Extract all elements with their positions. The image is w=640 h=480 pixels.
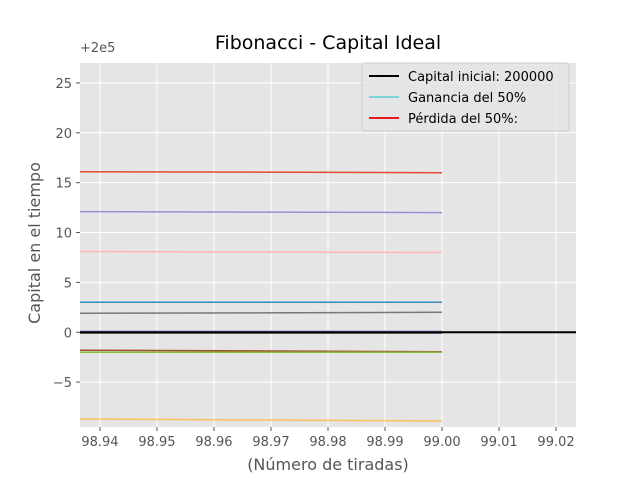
x-tick-label: 98.94 bbox=[81, 435, 118, 450]
legend-label-perdida: Pérdida del 50%: bbox=[408, 112, 518, 127]
y-tick-label: 0 bbox=[64, 326, 72, 341]
x-tick-label: 99.02 bbox=[537, 435, 574, 450]
series-group bbox=[79, 170, 576, 422]
y-tick-label: 5 bbox=[64, 276, 72, 291]
x-tick-label: 98.95 bbox=[138, 435, 175, 450]
y-tick-label: 10 bbox=[55, 227, 72, 242]
y-tick-label: −5 bbox=[53, 376, 72, 391]
x-tick-label: 98.98 bbox=[309, 435, 346, 450]
ticks: 98.94 98.95 98.96 98.97 98.98 98.99 99.00 99.01… bbox=[53, 77, 575, 450]
series-line-2 bbox=[79, 250, 443, 254]
x-tick-label: 99.00 bbox=[423, 435, 460, 450]
legend-label-ganancia: Ganancia del 50% bbox=[408, 91, 526, 106]
y-axis-label: Capital en el tiempo bbox=[25, 162, 44, 324]
legend-label-capital-inicial: Capital inicial: 200000 bbox=[408, 70, 554, 85]
y-tick-label: 15 bbox=[55, 177, 72, 192]
series-line-4 bbox=[79, 311, 443, 315]
x-axis-label: (Número de tiradas) bbox=[247, 455, 409, 474]
y-offset-label: +2e5 bbox=[80, 41, 115, 56]
series-line-0 bbox=[79, 170, 443, 174]
legend: Capital inicial: 200000 Ganancia del 50%… bbox=[361, 62, 570, 132]
series-line-9 bbox=[79, 418, 443, 422]
y-tick-label: 20 bbox=[55, 127, 72, 142]
x-tick-label: 98.97 bbox=[252, 435, 289, 450]
chart-title: Fibonacci - Capital Ideal bbox=[215, 32, 441, 54]
y-tick-label: 25 bbox=[55, 77, 72, 92]
x-tick-label: 98.96 bbox=[195, 435, 232, 450]
series-line-1 bbox=[79, 210, 443, 214]
x-tick-label: 98.99 bbox=[366, 435, 403, 450]
legend-box bbox=[361, 62, 570, 132]
x-tick-label: 99.01 bbox=[480, 435, 517, 450]
